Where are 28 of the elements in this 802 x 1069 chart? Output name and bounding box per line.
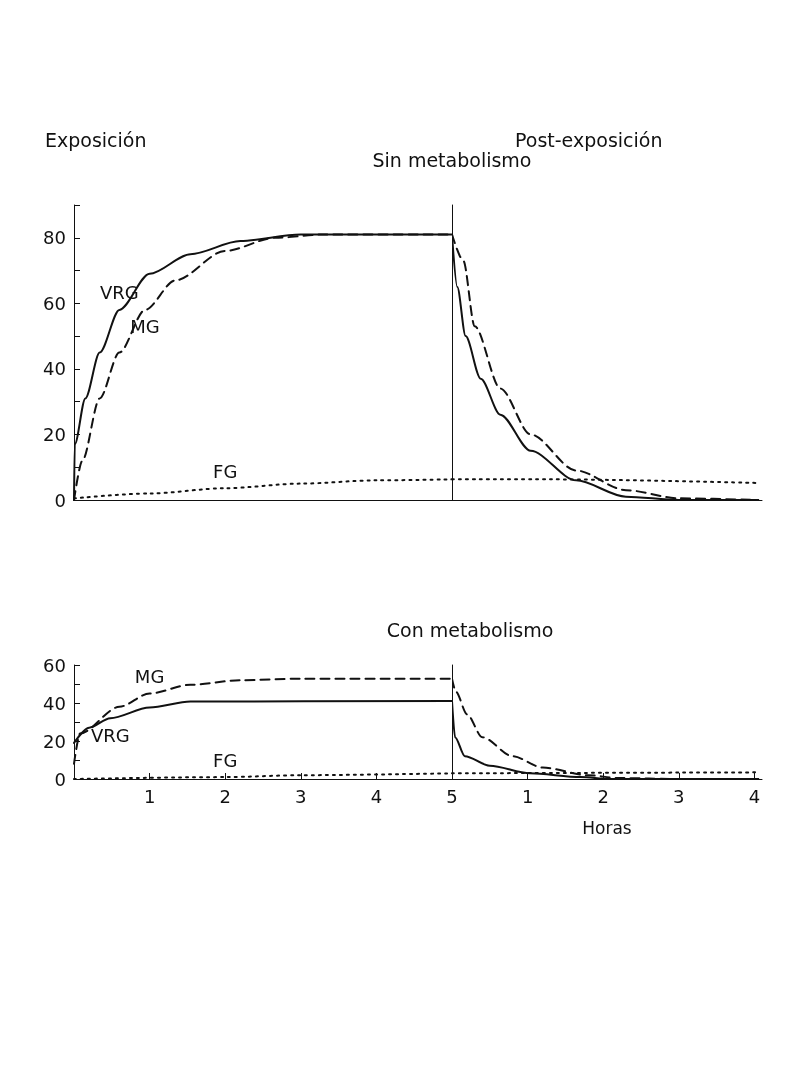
x-tick-label: 2 — [597, 785, 609, 807]
y-tick-label: 80 — [43, 227, 66, 249]
y-tick-label: 40 — [43, 358, 66, 380]
series-label: MG — [130, 316, 160, 338]
x-tick-label: 3 — [673, 785, 685, 807]
x-axis-title: Horas — [582, 817, 632, 838]
x-tick-label: 2 — [219, 785, 231, 807]
x-tick-label: 4 — [748, 785, 761, 807]
x-tick-label: 4 — [370, 785, 383, 807]
y-tick-label: 0 — [54, 489, 66, 511]
y-tick-label: 20 — [43, 423, 66, 445]
series-label: FG — [213, 460, 238, 482]
x-tick-label: 3 — [295, 785, 307, 807]
chart-title: Post-exposición — [515, 128, 663, 151]
y-tick-label: 0 — [54, 768, 66, 790]
series-label: MG — [134, 666, 165, 687]
y-tick-label: 20 — [43, 730, 66, 752]
text: Sin metabolismo — [372, 149, 532, 171]
y-tick-label: 40 — [43, 692, 66, 714]
y-tick-label: 60 — [43, 654, 66, 676]
x-tick-label: 1 — [521, 785, 534, 807]
series-label: VRG — [90, 724, 130, 746]
x-tick-label: 1 — [143, 785, 156, 807]
x-tick-label: 5 — [446, 785, 458, 807]
chart-title: Exposición — [45, 128, 147, 151]
text: Con metabolismo — [386, 619, 554, 641]
series-label: FG — [213, 749, 238, 771]
y-tick-label: 60 — [43, 292, 66, 314]
